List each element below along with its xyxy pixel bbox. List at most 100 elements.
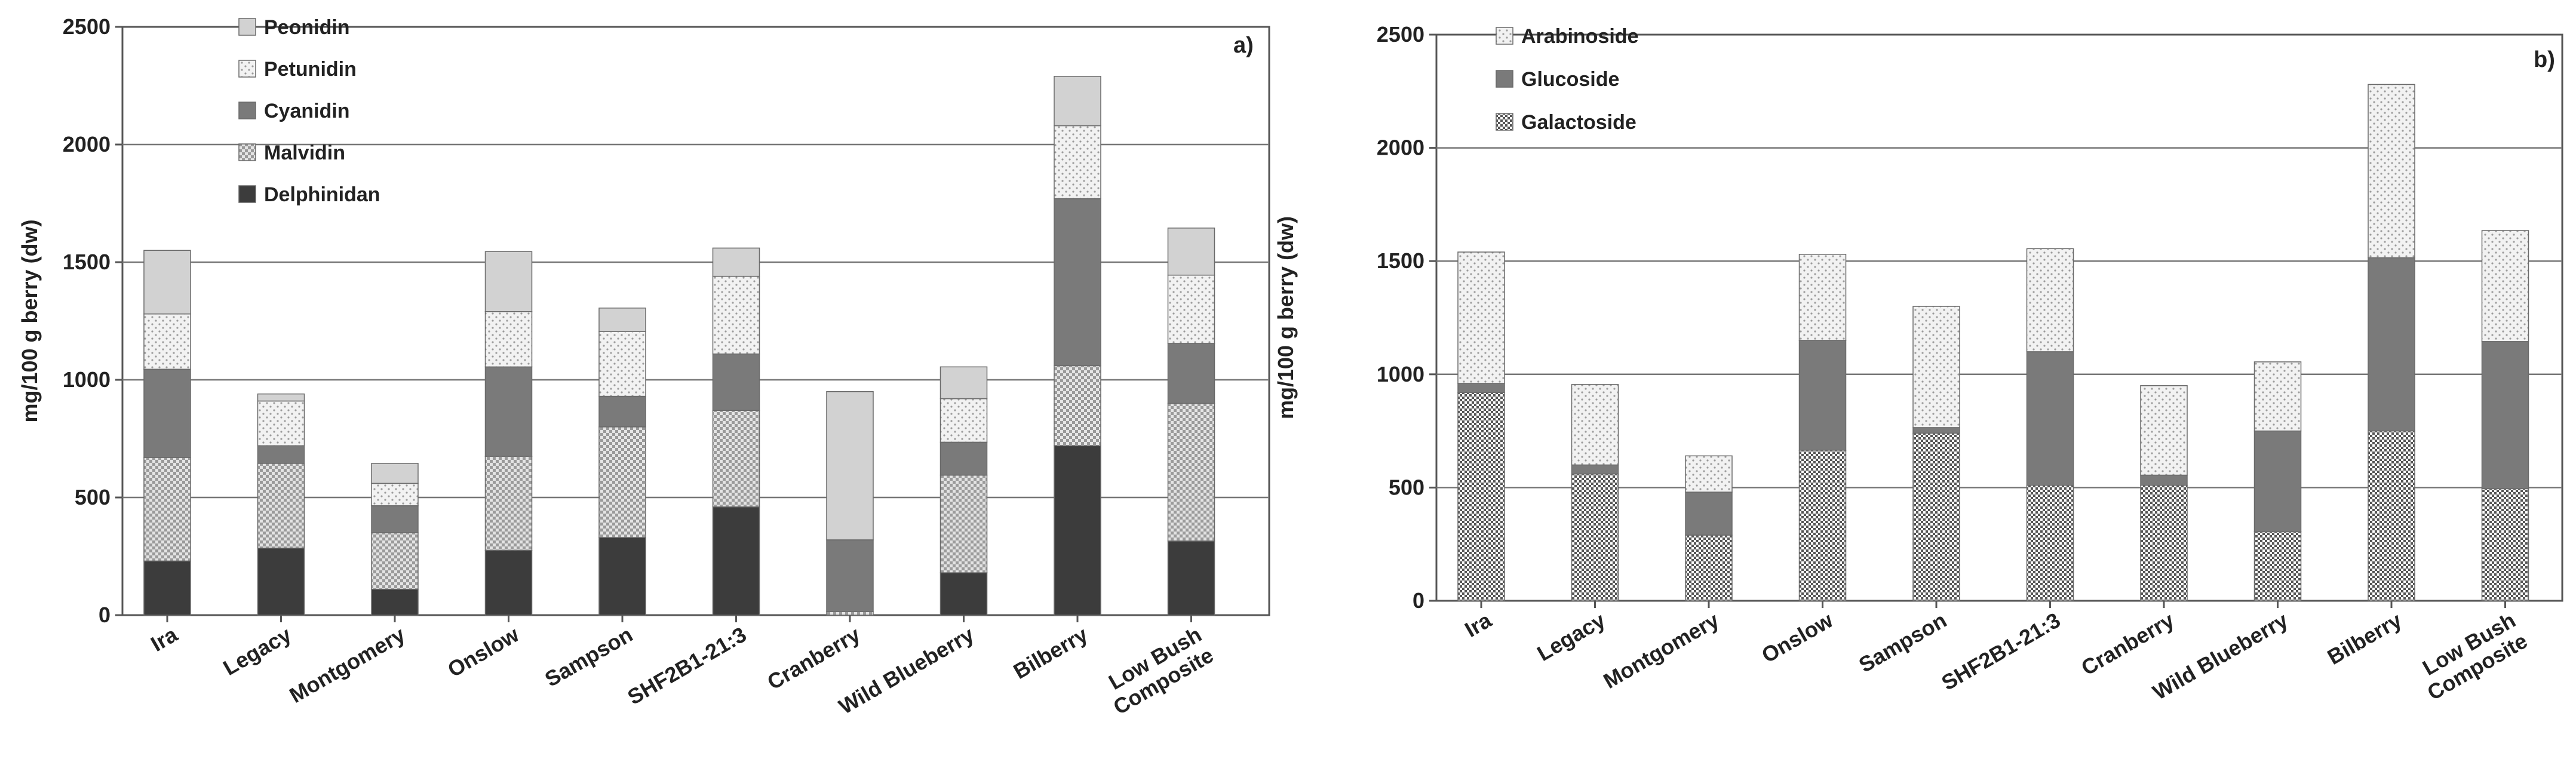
bar-bilberry-malvidin — [1054, 365, 1101, 447]
x-tick-label: Low BushComposite — [2411, 607, 2532, 705]
bar-ira-peonidin — [143, 250, 191, 315]
bar-low-bush-composite-arabinoside — [2481, 230, 2529, 342]
bar-wild-blueberry-glucoside — [2253, 430, 2302, 533]
legend-swatch-malvidin — [238, 143, 256, 161]
bar-wild-blueberry-peonidin — [939, 366, 988, 400]
bar-bilberry-arabinoside — [2368, 84, 2415, 259]
bar-onslow-arabinoside — [1798, 254, 1847, 341]
bar-onslow-glucoside — [1798, 340, 1847, 451]
bar-low-bush-composite-galactoside — [2481, 488, 2529, 601]
legend-swatch-cyanidin — [238, 102, 256, 119]
bar-ira-malvidin — [143, 457, 191, 562]
bar-shf2b1-21-3-petunidin — [712, 275, 760, 355]
bar-low-bush-composite-cyanidin — [1167, 343, 1215, 404]
bar-bilberry-petunidin — [1054, 125, 1101, 199]
x-tick-label: Bilberry — [1009, 622, 1092, 684]
bar-bilberry-glucoside — [2368, 257, 2415, 432]
x-tick-label: Ira — [1460, 607, 1496, 642]
bar-sampson-delphinidan — [598, 537, 646, 616]
bar-cranberry-glucoside — [2140, 474, 2188, 486]
bar-sampson-petunidin — [598, 331, 646, 397]
bar-ira-galactoside — [1457, 392, 1505, 601]
legend-swatch-delphinidan — [238, 185, 256, 203]
x-tick-label: Sampson — [541, 622, 637, 692]
bar-low-bush-composite-malvidin — [1167, 403, 1215, 542]
bar-wild-blueberry-galactoside — [2253, 531, 2302, 601]
x-tick-label: Cranberry — [763, 622, 864, 695]
legend-label-cyanidin: Cyanidin — [264, 100, 350, 122]
bar-wild-blueberry-delphinidan — [939, 572, 988, 616]
x-tick-label: Sampson — [1855, 607, 1951, 677]
y-tick-label: 1000 — [1377, 362, 1424, 386]
bar-low-bush-composite-glucoside — [2481, 341, 2529, 490]
bar-sampson-glucoside — [1912, 427, 1960, 434]
bar-onslow-galactoside — [1798, 450, 1847, 601]
bar-bilberry-cyanidin — [1054, 198, 1101, 367]
bar-cranberry-cyanidin — [826, 539, 874, 612]
bar-shf2b1-21-3-galactoside — [2026, 484, 2074, 601]
y-tick-label: 2500 — [1377, 22, 1424, 47]
legend-label-delphinidan: Delphinidan — [264, 183, 380, 206]
x-tick-label: SHF2B1-21:3 — [1938, 607, 2065, 695]
plot-frame — [121, 26, 1270, 616]
bar-cranberry-peonidin — [826, 391, 874, 540]
bar-legacy-malvidin — [257, 463, 305, 549]
legend-swatch-peonidin — [238, 18, 256, 36]
bar-montgomery-peonidin — [371, 463, 419, 484]
bar-legacy-petunidin — [257, 400, 305, 447]
legend-swatch-petunidin — [238, 60, 256, 78]
bar-sampson-galactoside — [1912, 432, 1960, 601]
bar-bilberry-galactoside — [2368, 430, 2415, 601]
bar-sampson-cyanidin — [598, 395, 646, 428]
x-tick-label: Low BushComposite — [1097, 622, 1218, 719]
legend-label-galactoside: Galactoside — [1521, 111, 1637, 134]
legend-label-arabinoside: Arabinoside — [1521, 25, 1638, 48]
bar-low-bush-composite-petunidin — [1167, 274, 1215, 344]
y-tick-label: 500 — [1389, 475, 1424, 499]
bar-shf2b1-21-3-peonidin — [712, 247, 760, 277]
y-tick-label: 0 — [99, 603, 110, 627]
bar-bilberry-peonidin — [1054, 75, 1101, 127]
x-tick-label: Legacy — [219, 622, 296, 680]
bar-bilberry-delphinidan — [1054, 445, 1101, 616]
y-tick-label: 1000 — [63, 367, 110, 392]
legend-swatch-arabinoside — [1496, 27, 1513, 45]
x-tick-label: Montgomery — [285, 622, 409, 708]
bar-wild-blueberry-cyanidin — [939, 441, 988, 476]
y-tick-label: 2000 — [63, 132, 110, 156]
x-tick-label: SHF2B1-21:3 — [624, 622, 751, 709]
legend-swatch-glucoside — [1496, 70, 1513, 88]
bar-montgomery-cyanidin — [371, 505, 419, 533]
chart-panel-a: 0 500 1000 1500 2000 2500 mg/100 g berry (dw) I… — [17, 14, 1270, 720]
x-tick-label: Legacy — [1533, 607, 1610, 666]
bar-montgomery-malvidin — [371, 532, 419, 590]
y-axis-title: mg/100 g berry (dw) — [1273, 216, 1298, 419]
bar-sampson-arabinoside — [1912, 306, 1960, 428]
y-tick-label: 500 — [75, 485, 110, 509]
legend-swatch-galactoside — [1496, 113, 1513, 131]
panel-label: b) — [2534, 47, 2555, 72]
bar-legacy-glucoside — [1571, 464, 1619, 475]
bar-legacy-peonidin — [257, 393, 305, 402]
bar-onslow-cyanidin — [484, 366, 533, 457]
bar-onslow-delphinidan — [484, 549, 533, 616]
bar-shf2b1-21-3-cyanidin — [712, 353, 760, 411]
y-axis-title: mg/100 g berry (dw) — [17, 219, 42, 422]
y-tick-label: 1500 — [63, 250, 110, 274]
plot-frame — [1435, 33, 2563, 602]
bar-legacy-galactoside — [1571, 473, 1619, 601]
bar-montgomery-glucoside — [1685, 492, 1733, 536]
bar-onslow-peonidin — [484, 251, 533, 312]
bar-montgomery-arabinoside — [1685, 455, 1733, 493]
bar-low-bush-composite-peonidin — [1167, 228, 1215, 276]
bar-cranberry-galactoside — [2140, 484, 2188, 601]
bar-ira-cyanidin — [143, 368, 191, 458]
bar-montgomery-galactoside — [1685, 535, 1733, 601]
bar-ira-delphinidan — [143, 560, 191, 616]
bar-wild-blueberry-malvidin — [939, 474, 988, 573]
bar-onslow-malvidin — [484, 456, 533, 551]
bar-shf2b1-21-3-malvidin — [712, 410, 760, 508]
bar-legacy-cyanidin — [257, 445, 305, 464]
bar-shf2b1-21-3-arabinoside — [2026, 248, 2074, 352]
